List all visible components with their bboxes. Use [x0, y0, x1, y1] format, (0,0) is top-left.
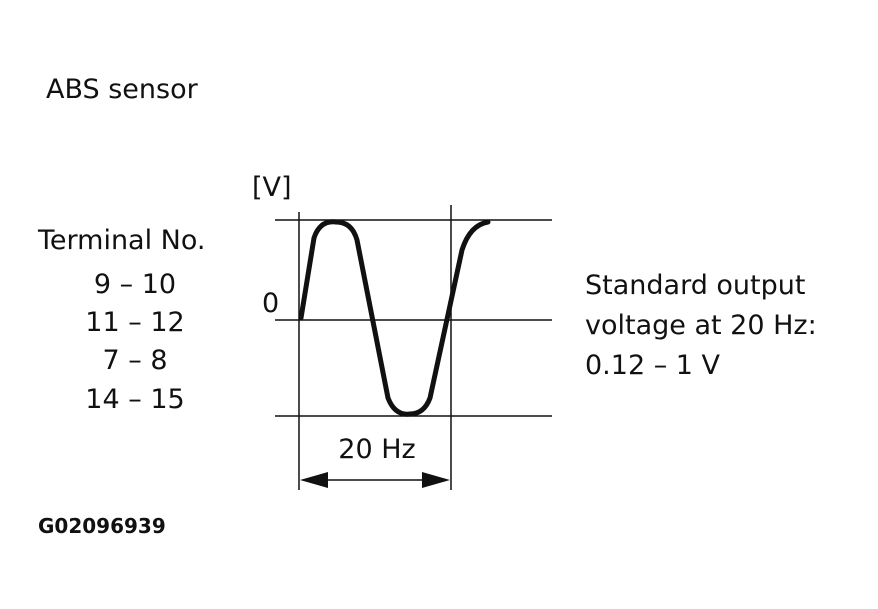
period-label: 20 Hz: [338, 434, 415, 465]
terminal-label: Terminal No.: [37, 225, 206, 256]
y-unit: [V]: [252, 172, 292, 203]
note-line: Standard output: [585, 270, 805, 301]
terminal-item: 7 – 8: [102, 345, 167, 376]
zero-label: 0: [262, 288, 279, 319]
figure-code: G02096939: [38, 514, 166, 538]
title: ABS sensor: [46, 74, 199, 105]
note-line: voltage at 20 Hz:: [585, 310, 817, 341]
terminal-item: 11 – 12: [85, 307, 184, 338]
waveform: [298, 219, 491, 417]
terminal-item: 9 – 10: [94, 269, 176, 300]
note-line: 0.12 – 1 V: [585, 350, 721, 381]
terminal-item: 14 – 15: [85, 384, 184, 415]
